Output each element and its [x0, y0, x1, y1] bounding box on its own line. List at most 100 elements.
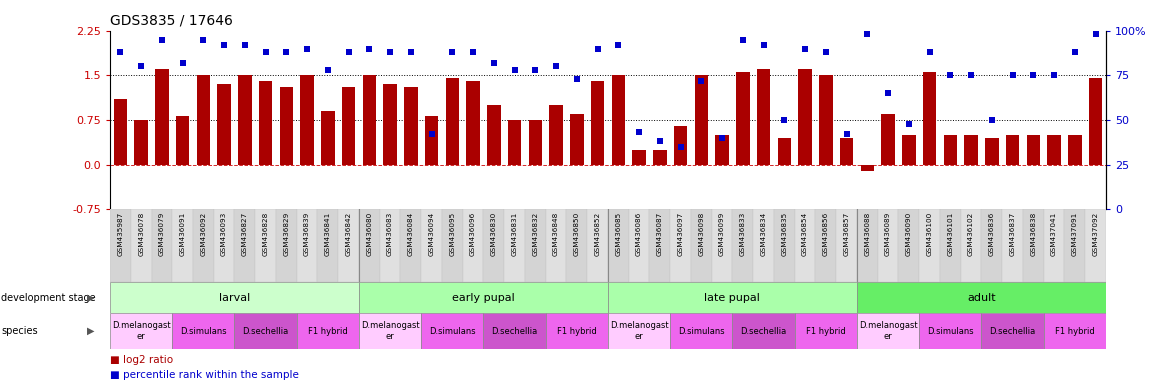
Bar — [110, 209, 131, 282]
Point — [713, 135, 732, 141]
Bar — [425, 116, 439, 165]
Point — [298, 46, 316, 52]
Text: GSM436088: GSM436088 — [864, 212, 871, 256]
Bar — [674, 126, 688, 165]
Text: F1 hybrid: F1 hybrid — [557, 327, 596, 336]
Bar — [338, 209, 359, 282]
Bar — [359, 313, 422, 349]
Text: D.melanogast
er: D.melanogast er — [361, 321, 419, 341]
Text: GSM436078: GSM436078 — [138, 212, 144, 256]
Bar — [608, 209, 629, 282]
Bar — [566, 209, 587, 282]
Point — [630, 129, 648, 136]
Point — [111, 49, 130, 55]
Bar — [794, 209, 815, 282]
Text: ▶: ▶ — [88, 293, 95, 303]
Bar — [670, 313, 732, 349]
Point — [339, 49, 358, 55]
Text: D.sechellia: D.sechellia — [242, 327, 288, 336]
Bar — [587, 209, 608, 282]
Bar — [732, 209, 753, 282]
Text: GSM436829: GSM436829 — [284, 212, 290, 256]
Bar — [1047, 135, 1061, 165]
Text: GSM436827: GSM436827 — [242, 212, 248, 256]
Text: GSM436838: GSM436838 — [1031, 212, 1036, 256]
Bar — [110, 313, 173, 349]
Bar — [1064, 209, 1085, 282]
Bar — [113, 99, 127, 165]
Bar — [878, 209, 899, 282]
Bar — [545, 209, 566, 282]
Point — [381, 49, 400, 55]
Point — [444, 49, 462, 55]
Bar — [819, 75, 833, 165]
Bar — [259, 81, 272, 165]
Point — [195, 36, 213, 43]
Bar — [300, 75, 314, 165]
Text: GSM436093: GSM436093 — [221, 212, 227, 256]
Bar — [1068, 135, 1082, 165]
Bar — [528, 120, 542, 165]
Bar — [1043, 313, 1106, 349]
Text: GSM436091: GSM436091 — [179, 212, 185, 256]
Bar — [508, 120, 521, 165]
Bar — [1089, 78, 1102, 165]
Text: larval: larval — [219, 293, 250, 303]
Bar — [919, 209, 940, 282]
Bar — [193, 209, 214, 282]
Bar — [632, 150, 646, 165]
Bar — [857, 313, 919, 349]
Point — [423, 131, 441, 137]
Bar — [757, 70, 770, 165]
Point — [402, 49, 420, 55]
Bar — [695, 75, 708, 165]
Bar — [321, 111, 335, 165]
Point — [484, 60, 503, 66]
Text: D.sechellia: D.sechellia — [989, 327, 1035, 336]
Bar — [131, 209, 152, 282]
Text: GSM436086: GSM436086 — [636, 212, 642, 256]
Bar — [504, 209, 525, 282]
Point — [900, 121, 918, 127]
Text: GSM435987: GSM435987 — [117, 212, 124, 256]
Text: GSM436832: GSM436832 — [533, 212, 538, 256]
Bar — [422, 209, 442, 282]
Bar — [296, 209, 317, 282]
Text: D.melanogast
er: D.melanogast er — [610, 321, 668, 341]
Bar — [296, 313, 359, 349]
Bar — [670, 209, 691, 282]
Bar — [653, 150, 667, 165]
Text: GSM436092: GSM436092 — [200, 212, 206, 256]
Bar — [611, 75, 625, 165]
Text: GSM436828: GSM436828 — [263, 212, 269, 256]
Point — [1024, 72, 1042, 78]
Text: early pupal: early pupal — [452, 293, 515, 303]
Bar — [1026, 135, 1040, 165]
Bar — [1006, 135, 1019, 165]
Text: F1 hybrid: F1 hybrid — [308, 327, 347, 336]
Bar — [173, 313, 234, 349]
Text: GSM436084: GSM436084 — [408, 212, 413, 256]
Text: GDS3835 / 17646: GDS3835 / 17646 — [110, 13, 233, 27]
Text: GSM436836: GSM436836 — [989, 212, 995, 256]
Text: F1 hybrid: F1 hybrid — [806, 327, 845, 336]
Text: GSM436833: GSM436833 — [740, 212, 746, 256]
Point — [256, 49, 274, 55]
Bar — [545, 313, 608, 349]
Point — [858, 31, 877, 37]
Point — [651, 138, 669, 144]
Bar — [525, 209, 545, 282]
Point — [754, 42, 772, 48]
Point — [277, 49, 295, 55]
Bar — [276, 209, 296, 282]
Bar — [359, 282, 608, 313]
Bar — [940, 209, 961, 282]
Bar — [488, 105, 500, 165]
Text: species: species — [1, 326, 38, 336]
Text: D.simulans: D.simulans — [926, 327, 974, 336]
Bar — [483, 209, 504, 282]
Text: GSM436080: GSM436080 — [366, 212, 373, 256]
Bar — [380, 209, 401, 282]
Text: GSM436839: GSM436839 — [305, 212, 310, 256]
Bar — [902, 135, 916, 165]
